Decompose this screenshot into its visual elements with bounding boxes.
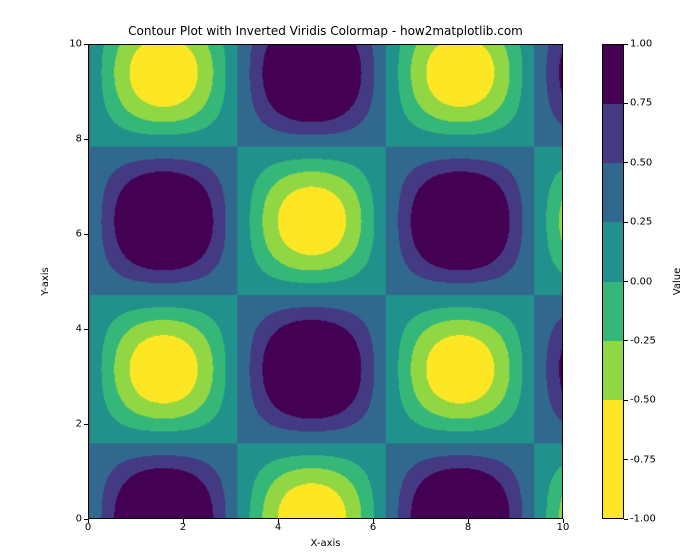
x-tick-label: 6: [370, 522, 376, 533]
colorbar-segment: [603, 341, 623, 400]
colorbar-tick-mark: [624, 400, 628, 401]
colorbar-tick-label: -0.25: [630, 335, 656, 346]
colorbar-label: Value: [672, 44, 686, 519]
colorbar-tick-mark: [624, 162, 628, 163]
colorbar-tick-label: 0.25: [630, 217, 652, 228]
colorbar-segment: [603, 282, 623, 341]
colorbar: [602, 44, 624, 519]
colorbar-segment: [603, 163, 623, 222]
colorbar-tick-mark: [624, 103, 628, 104]
colorbar-segment: [603, 222, 623, 281]
colorbar-segment: [603, 104, 623, 163]
colorbar-tick-label: -0.75: [630, 454, 656, 465]
x-axis-label: X-axis: [88, 538, 563, 549]
plot-area: [88, 44, 563, 519]
y-axis-label: Y-axis: [40, 44, 54, 519]
y-tick-label: 2: [42, 419, 82, 430]
figure: Contour Plot with Inverted Viridis Color…: [0, 0, 700, 560]
x-tick-label: 8: [465, 522, 471, 533]
colorbar-tick-mark: [624, 44, 628, 45]
x-tick-mark: [278, 519, 279, 523]
contour-canvas: [89, 45, 562, 518]
colorbar-tick-mark: [624, 222, 628, 223]
colorbar-label-text: Value: [672, 268, 683, 295]
x-tick-label: 2: [180, 522, 186, 533]
y-tick-label: 6: [42, 229, 82, 240]
colorbar-tick-label: 0.50: [630, 157, 652, 168]
x-tick-mark: [468, 519, 469, 523]
x-tick-mark: [183, 519, 184, 523]
y-tick-mark: [84, 234, 88, 235]
x-tick-mark: [563, 519, 564, 523]
colorbar-tick-label: 0.75: [630, 98, 652, 109]
colorbar-segment: [603, 400, 623, 459]
colorbar-segment: [603, 45, 623, 104]
colorbar-tick-label: 0.00: [630, 276, 652, 287]
y-tick-mark: [84, 424, 88, 425]
y-tick-label: 0: [42, 514, 82, 525]
x-tick-label: 4: [275, 522, 281, 533]
y-tick-mark: [84, 519, 88, 520]
y-tick-label: 8: [42, 134, 82, 145]
y-tick-mark: [84, 44, 88, 45]
x-tick-mark: [88, 519, 89, 523]
colorbar-tick-mark: [624, 340, 628, 341]
colorbar-tick-mark: [624, 519, 628, 520]
x-tick-mark: [373, 519, 374, 523]
y-tick-mark: [84, 329, 88, 330]
y-axis-label-text: Y-axis: [40, 267, 51, 296]
y-tick-label: 10: [42, 39, 82, 50]
colorbar-tick-mark: [624, 281, 628, 282]
y-tick-mark: [84, 139, 88, 140]
colorbar-tick-mark: [624, 459, 628, 460]
colorbar-segment: [603, 459, 623, 518]
chart-title: Contour Plot with Inverted Viridis Color…: [88, 24, 563, 38]
colorbar-tick-label: -0.50: [630, 395, 656, 406]
colorbar-tick-label: -1.00: [630, 514, 656, 525]
x-tick-label: 10: [557, 522, 570, 533]
y-tick-label: 4: [42, 324, 82, 335]
x-tick-label: 0: [85, 522, 91, 533]
colorbar-tick-label: 1.00: [630, 39, 652, 50]
